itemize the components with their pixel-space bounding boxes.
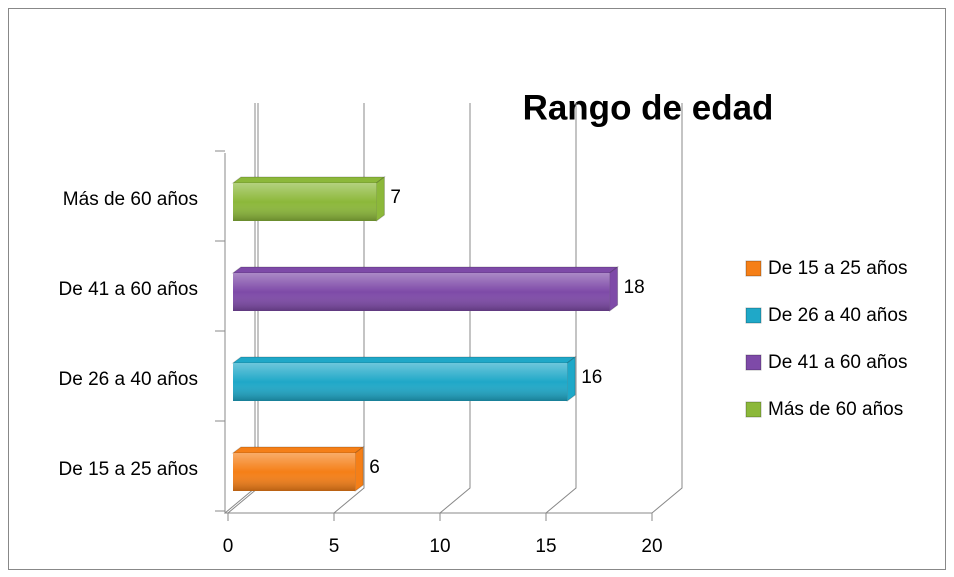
grid-line xyxy=(439,103,471,514)
chart-title: Rango de edad xyxy=(523,88,774,127)
grid-line xyxy=(651,103,683,514)
y-tick-label: De 15 a 25 años xyxy=(59,459,198,480)
bar-shade xyxy=(233,363,568,401)
y-tick-label: Más de 60 años xyxy=(63,189,198,210)
legend-label: De 15 a 25 años xyxy=(768,258,907,279)
bar-top xyxy=(231,266,620,274)
x-tick-label: 10 xyxy=(429,536,450,557)
bar-end xyxy=(566,356,576,402)
grid-line xyxy=(333,103,365,514)
value-label: 6 xyxy=(369,457,380,478)
y-tick-label: De 26 a 40 años xyxy=(59,369,198,390)
bar-top xyxy=(231,356,577,364)
bar-shade xyxy=(233,183,377,221)
bar-end xyxy=(354,446,364,492)
value-label: 7 xyxy=(390,187,401,208)
legend-swatch xyxy=(745,401,762,418)
legend-swatch xyxy=(745,307,762,324)
bar-end xyxy=(609,266,619,312)
bar-shade xyxy=(233,453,356,491)
x-tick-label: 15 xyxy=(535,536,556,557)
x-tick-label: 5 xyxy=(329,536,340,557)
x-tick-label: 0 xyxy=(223,536,234,557)
legend-swatch xyxy=(745,354,762,371)
value-label: 18 xyxy=(624,277,645,298)
legend-label: Más de 60 años xyxy=(768,399,903,420)
bar-top xyxy=(231,176,386,184)
grid-line xyxy=(545,103,577,514)
legend-label: De 41 a 60 años xyxy=(768,352,907,373)
y-tick-label: De 41 a 60 años xyxy=(59,279,198,300)
bar-top xyxy=(231,446,365,454)
legend-swatch xyxy=(745,260,762,277)
x-tick-label: 20 xyxy=(641,536,662,557)
bar-shade xyxy=(233,273,610,311)
legend-label: De 26 a 40 años xyxy=(768,305,907,326)
value-label: 16 xyxy=(581,367,602,388)
bar-end xyxy=(375,176,385,222)
